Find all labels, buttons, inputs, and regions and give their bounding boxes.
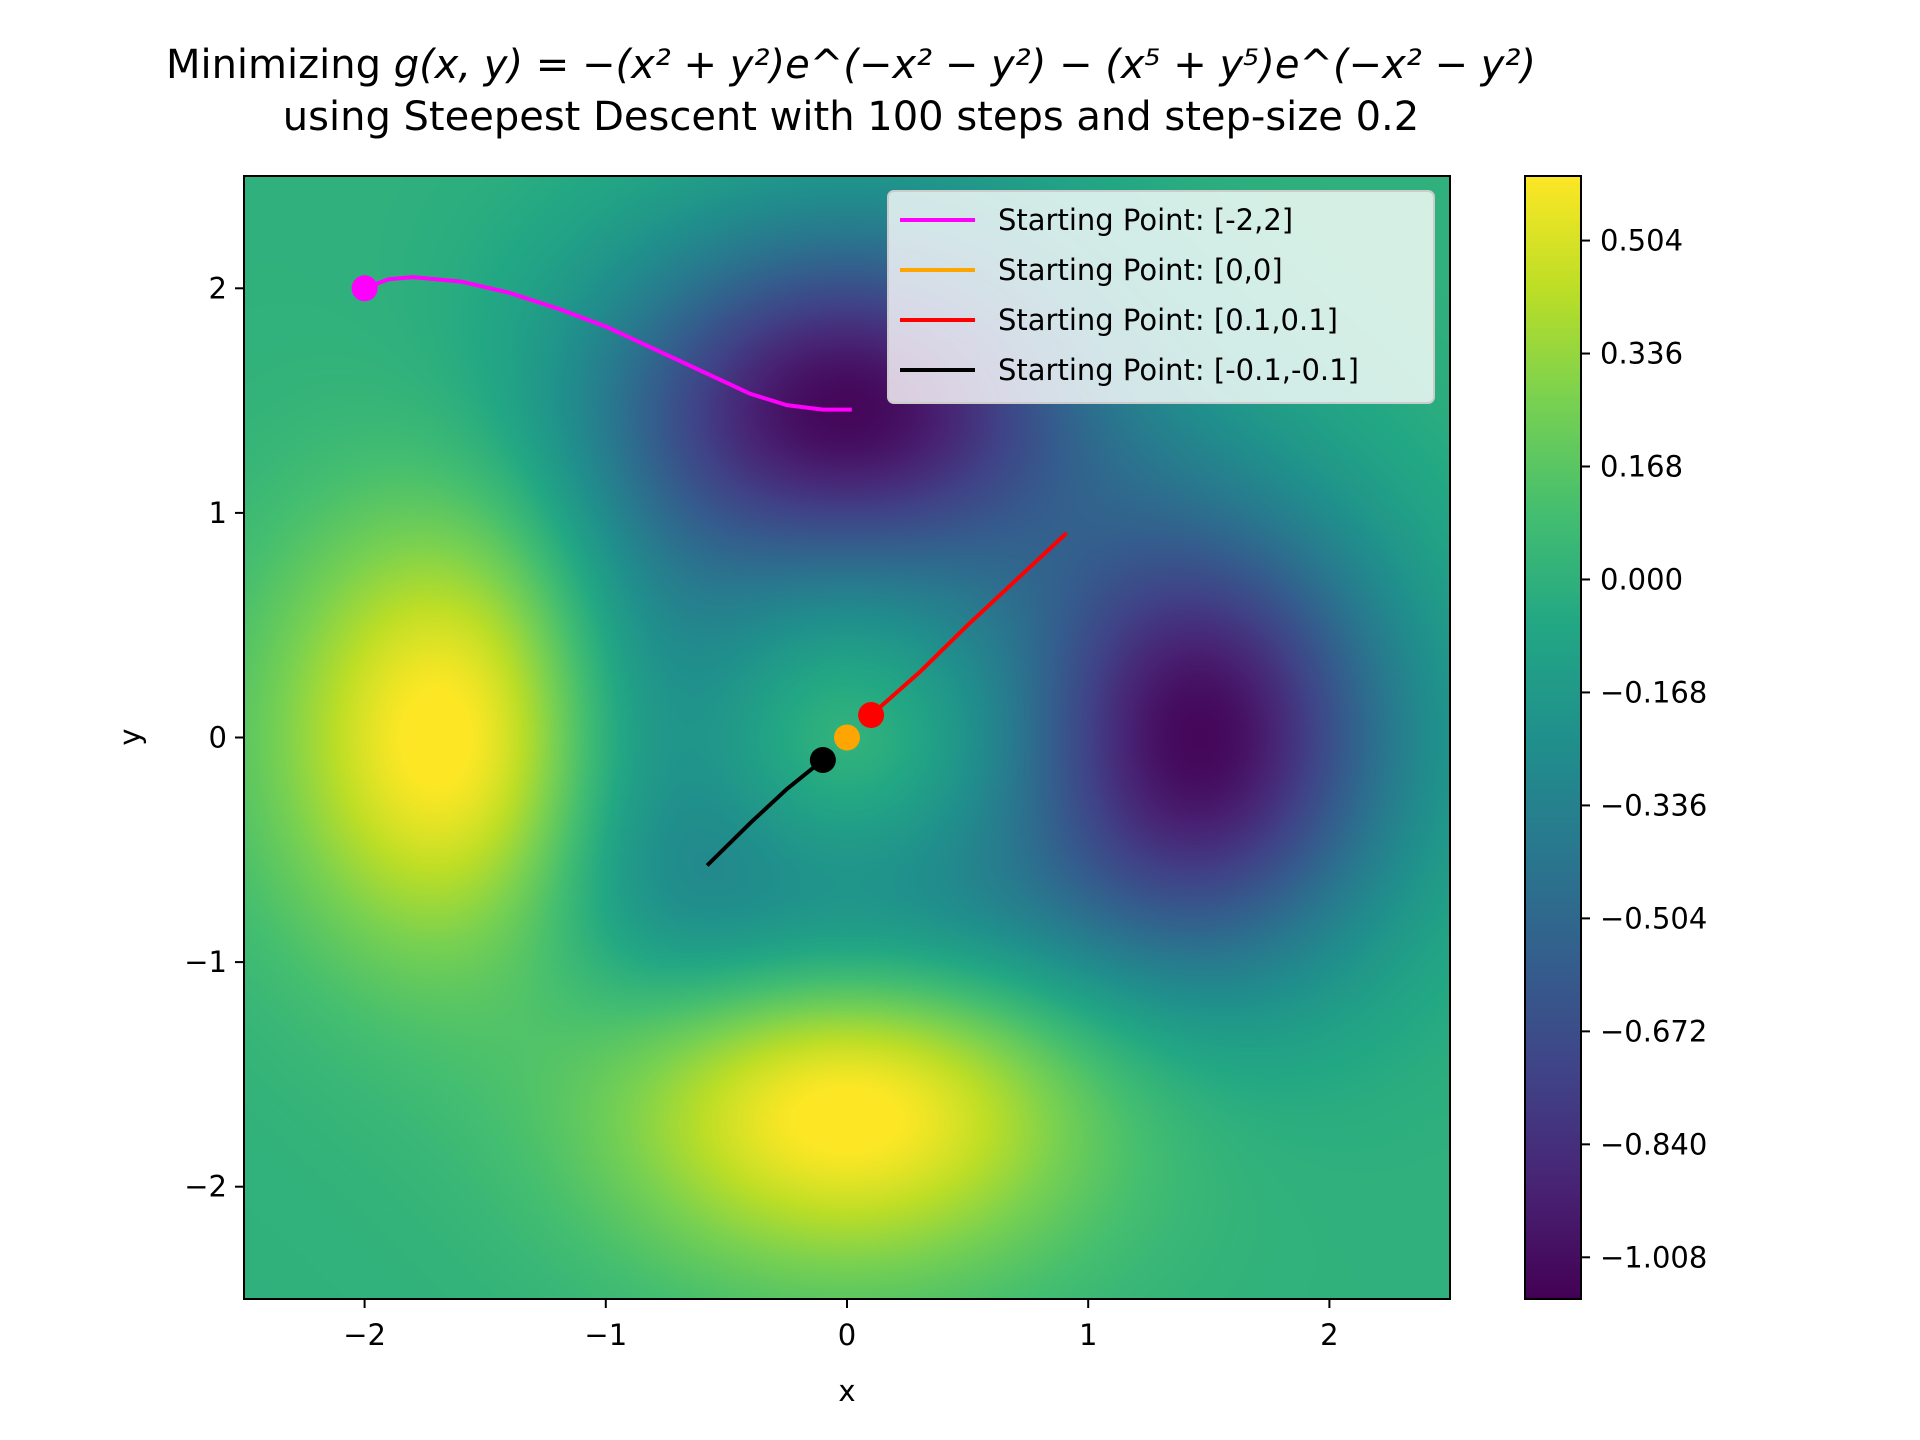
colorbar-tick-label: 0.000	[1600, 562, 1683, 596]
start-point-marker	[351, 275, 378, 302]
y-tick-label: −1	[184, 945, 227, 979]
x-tick-label: −1	[584, 1318, 627, 1352]
start-point-marker	[834, 724, 860, 751]
colorbar-tick-label: 0.168	[1600, 450, 1683, 484]
colorbar-tick-label: −0.168	[1600, 675, 1707, 709]
start-point-marker	[809, 746, 836, 773]
start-point-marker	[858, 702, 885, 729]
chart-title-line1: Minimizing g(x, y) = −(x² + y²)e^(−x² − …	[166, 42, 1536, 88]
y-axis: −2 −1 0 1 2	[184, 271, 244, 1204]
x-tick-label: 1	[1079, 1318, 1097, 1352]
colorbar-tick-label: 0.336	[1600, 337, 1683, 371]
legend: Starting Point: [-2,2] Starting Point: [0…	[887, 190, 1435, 404]
colorbar-tick-label: −0.672	[1600, 1014, 1707, 1048]
y-tick-label: 0	[209, 721, 227, 755]
colorbar-gradient	[1525, 176, 1581, 1299]
colorbar-tick-label: −0.336	[1600, 788, 1707, 822]
x-tick-label: 0	[838, 1318, 856, 1352]
y-axis-label: y	[113, 728, 147, 745]
series-layer	[351, 275, 1068, 867]
legend-label: Starting Point: [-2,2]	[998, 203, 1293, 237]
y-tick-label: 2	[209, 271, 227, 305]
colorbar-tick-label: −1.008	[1600, 1240, 1707, 1274]
x-tick-label: 2	[1320, 1318, 1338, 1352]
legend-label: Starting Point: [0.1,0.1]	[998, 303, 1338, 337]
colorbar-tick-label: −0.504	[1600, 901, 1707, 935]
legend-label: Starting Point: [-0.1,-0.1]	[998, 353, 1359, 387]
colorbar-tick-label: 0.504	[1600, 224, 1683, 258]
x-axis-label: x	[838, 1374, 855, 1408]
colorbar-axis: 0.504 0.336 0.168 0.000 −0.168 −0.336 −0.504 −0…	[1581, 224, 1707, 1274]
colorbar-tick-label: −0.840	[1600, 1127, 1707, 1161]
y-tick-label: −2	[184, 1170, 227, 1204]
legend-label: Starting Point: [0,0]	[998, 253, 1283, 287]
x-axis: −2 −1 0 1 2	[343, 1299, 1339, 1352]
legend-box	[887, 190, 1435, 404]
series-path	[705, 758, 825, 867]
series-path	[869, 531, 1068, 717]
x-tick-label: −2	[343, 1318, 386, 1352]
y-tick-label: 1	[209, 496, 227, 530]
series-path	[363, 275, 852, 412]
chart-title-line2: using Steepest Descent with 100 steps an…	[283, 94, 1419, 140]
colorbar-frame	[1524, 175, 1582, 1300]
